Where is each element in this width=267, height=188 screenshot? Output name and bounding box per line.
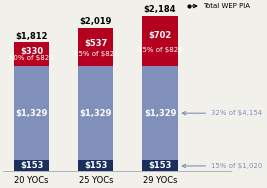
Text: $1,329: $1,329 (15, 109, 48, 118)
Text: Total WEP PIA: Total WEP PIA (203, 3, 250, 9)
Text: $153: $153 (20, 161, 43, 170)
Bar (14, 42, 49, 66)
Bar (142, 16, 178, 66)
Text: $1,812: $1,812 (15, 32, 48, 41)
Bar (78, 28, 113, 66)
Text: $1,329: $1,329 (144, 109, 176, 118)
Text: 32% of $4,154: 32% of $4,154 (182, 110, 262, 116)
Text: 85% of $826: 85% of $826 (138, 47, 182, 53)
Text: $153: $153 (84, 161, 108, 170)
Text: 15% of $1,020: 15% of $1,020 (182, 163, 262, 169)
Text: $2,019: $2,019 (80, 17, 112, 26)
Text: $153: $153 (148, 161, 172, 170)
Text: $330: $330 (20, 47, 43, 56)
Bar (14, 161, 49, 171)
Bar (142, 66, 178, 161)
Bar (78, 66, 113, 161)
Bar (14, 66, 49, 161)
Bar (142, 161, 178, 171)
Text: 65% of $826: 65% of $826 (73, 51, 118, 57)
Text: 40% of $826: 40% of $826 (9, 55, 54, 61)
Text: $1,329: $1,329 (80, 109, 112, 118)
Bar (78, 161, 113, 171)
Text: $537: $537 (84, 39, 107, 48)
Text: $2,184: $2,184 (144, 5, 176, 14)
Text: $702: $702 (148, 31, 172, 40)
